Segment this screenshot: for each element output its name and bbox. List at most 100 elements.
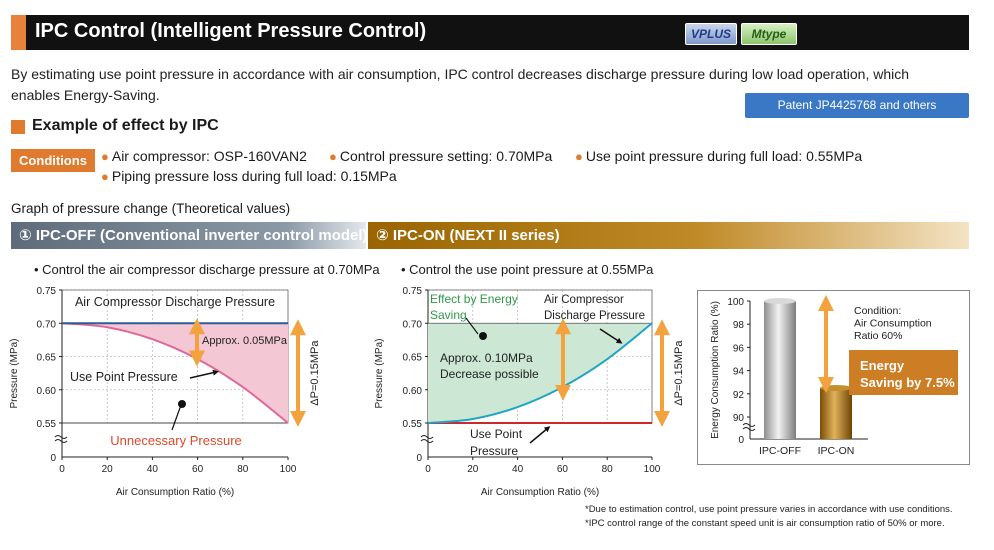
- saving-area: [428, 323, 652, 423]
- condition-item: ● Use point pressure during full load: 0.…: [575, 148, 863, 164]
- pointer-arrow: [529, 426, 551, 444]
- conditions-label: Conditions: [11, 149, 95, 172]
- footnote: *IPC control range of the constant speed…: [585, 518, 945, 529]
- approx-label: Decrease possible: [440, 367, 539, 381]
- vplus-badge: VPLUS: [685, 23, 737, 45]
- x-tick-label: 0: [59, 464, 65, 475]
- intro-text: By estimating use point pressure in acco…: [11, 66, 910, 103]
- y-axis-label: Energy Consumption Ratio (%): [710, 301, 721, 439]
- bar-category-label: IPC-ON: [818, 445, 855, 457]
- x-axis-label: Air Consumption Ratio (%): [481, 487, 599, 498]
- x-tick-label: 100: [280, 464, 297, 475]
- x-tick-label: 100: [644, 464, 661, 475]
- y-tick-label: 0.75: [37, 286, 57, 297]
- y-tick-label: 0.60: [403, 386, 423, 397]
- y-tick-label: 92: [733, 390, 745, 401]
- mtype-badge: Mtype: [741, 23, 797, 45]
- bullet-dot-icon: ●: [329, 149, 337, 164]
- discharge-label: Air Compressor Discharge Pressure: [75, 295, 275, 309]
- x-tick-label: 80: [237, 464, 249, 475]
- condition-item: ● Air compressor: OSP-160VAN2: [101, 148, 307, 164]
- y-tick-label: 0.70: [37, 319, 57, 330]
- bar-cap: [764, 298, 796, 304]
- y-tick-label: 98: [733, 320, 745, 331]
- section-marker: [11, 120, 25, 134]
- y-tick-label: 100: [727, 297, 744, 308]
- pointer-line: [465, 317, 479, 335]
- x-tick-label: 20: [467, 464, 479, 475]
- y-tick-label: 0.55: [403, 419, 423, 430]
- x-tick-label: 40: [512, 464, 524, 475]
- footnote: *Due to estimation control, use point pr…: [585, 504, 953, 515]
- use-point-label: Use Point Pressure: [70, 370, 178, 384]
- panel2-bullet: • Control the use point pressure at 0.55…: [401, 262, 654, 277]
- panel2-heading: ② IPC-ON (NEXT II series): [376, 227, 560, 244]
- x-tick-label: 80: [602, 464, 614, 475]
- y-tick-label: 96: [733, 343, 745, 354]
- series-line-use-point: [61, 322, 289, 424]
- delta-p-label: ΔP=0.15MPa: [673, 340, 685, 406]
- condition-note: Condition:: [854, 305, 901, 317]
- approx-label: Approx. 0.10MPa: [440, 351, 533, 365]
- panel2-header: ② IPC-ON (NEXT II series): [368, 222, 969, 249]
- x-tick-label: 0: [425, 464, 431, 475]
- condition-item: ● Piping pressure loss during full load: …: [101, 168, 397, 184]
- title-accent: [11, 15, 26, 50]
- x-axis-label: Air Consumption Ratio (%): [116, 487, 234, 498]
- y-tick-label: 0.55: [37, 419, 57, 430]
- y-tick-label: 90: [733, 413, 745, 424]
- pointer-arrow: [599, 328, 623, 344]
- y-tick-label: 0: [738, 435, 744, 446]
- y-axis-label: Pressure (MPa): [9, 338, 20, 408]
- y-tick-label: 0.75: [403, 286, 423, 297]
- saving-box: [849, 350, 958, 395]
- pointer-arrow: [189, 369, 219, 379]
- y-tick-label: 0.60: [37, 386, 57, 397]
- y-tick-label: 0.65: [403, 353, 423, 364]
- y-tick-label: 0: [50, 453, 56, 464]
- x-tick-label: 60: [192, 464, 204, 475]
- x-tick-label: 40: [147, 464, 159, 475]
- bullet-dot-icon: ●: [575, 149, 583, 164]
- unnecessary-label: Unnecessary Pressure: [110, 433, 242, 448]
- panel1-heading: ① IPC-OFF (Conventional inverter control…: [19, 227, 368, 244]
- approx-label: Approx. 0.05MPa: [202, 335, 288, 347]
- bar: [764, 301, 796, 439]
- y-tick-label: 0.70: [403, 319, 423, 330]
- panel1-bullet: • Control the air compressor discharge p…: [34, 262, 380, 277]
- y-tick-label: 94: [733, 367, 745, 378]
- unnecessary-area: [62, 323, 288, 423]
- patent-badge: Patent JP4425768 and others: [745, 93, 969, 118]
- title-bar: IPC Control (Intelligent Pressure Contro…: [11, 15, 969, 50]
- example-title: Example of effect by IPC: [32, 117, 219, 134]
- axis-break-icon: [420, 435, 434, 443]
- bullet-dot-icon: ●: [101, 149, 109, 164]
- series-line-discharge: [427, 322, 653, 424]
- delta-p-label: ΔP=0.15MPa: [309, 340, 321, 406]
- axis-break-icon: [742, 423, 756, 431]
- y-axis-label: Pressure (MPa): [374, 338, 385, 408]
- graph-caption: Graph of pressure change (Theoretical va…: [11, 201, 291, 216]
- pointer-line: [171, 404, 182, 431]
- panel1-header: ① IPC-OFF (Conventional inverter control…: [11, 222, 368, 249]
- bar-cap: [820, 385, 852, 391]
- bar: [820, 388, 852, 439]
- axis-break-icon: [54, 435, 68, 443]
- condition-note: Ratio 60%: [854, 330, 902, 342]
- marker-dot: [178, 400, 186, 408]
- discharge-label: Air Compressor: [544, 294, 624, 306]
- saving-label: Saving by 7.5%: [860, 375, 955, 390]
- x-tick-label: 60: [557, 464, 569, 475]
- bar-category-label: IPC-OFF: [759, 445, 801, 457]
- x-tick-label: 20: [102, 464, 114, 475]
- use-point-label: Use Point: [470, 427, 523, 441]
- effect-label: Saving: [430, 308, 467, 322]
- discharge-label: Discharge Pressure: [544, 310, 645, 322]
- condition-item: ● Control pressure setting: 0.70MPa: [329, 148, 553, 164]
- use-point-label: Pressure: [470, 444, 518, 458]
- condition-note: Air Consumption: [854, 318, 932, 330]
- effect-label: Effect by Energy: [430, 292, 518, 306]
- bullet-dot-icon: ●: [101, 169, 109, 184]
- marker-dot: [479, 332, 487, 340]
